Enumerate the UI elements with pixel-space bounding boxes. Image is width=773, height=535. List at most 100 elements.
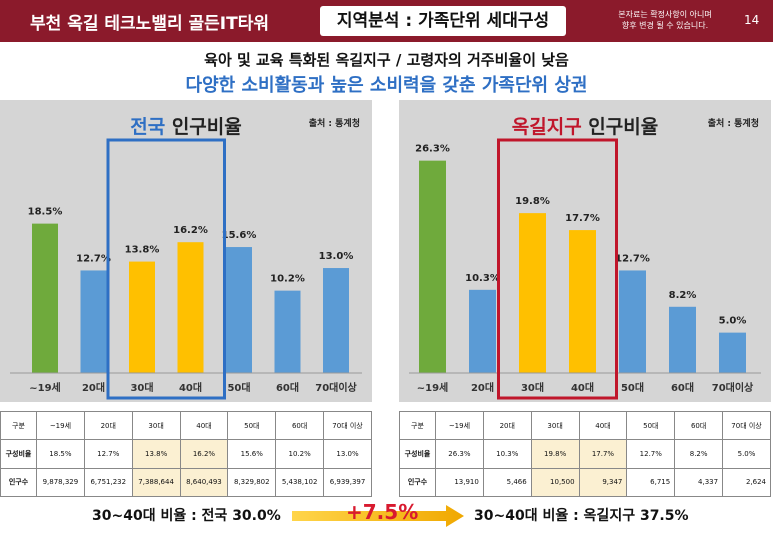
table-cell: 2,624 — [722, 467, 771, 498]
okgil-chart: 26.3% ~19세 10.3% 20대 19.8% 30대 17.7% 40대 12.7% 50… — [399, 100, 771, 402]
okgil-category-label-2: 30대 — [521, 381, 544, 394]
okgil-category-label-1: 20대 — [471, 381, 494, 394]
table-header-cell: 20대 — [83, 410, 133, 441]
project-title: 부천 옥길 테크노밸리 골든IT타워 — [30, 14, 269, 34]
table-cell: 5.0% — [722, 439, 771, 469]
okgil-highlight-frame — [497, 138, 618, 400]
table-header-cell: 30대 — [530, 410, 580, 441]
okgil-data-table: 구분 ~19세 20대 30대 40대 50대 60대 70대 이상 구성비율 … — [399, 410, 771, 498]
table-header-cell: 30대 — [131, 410, 181, 441]
okgil-category-label-0: ~19세 — [417, 381, 449, 394]
table-row-population: 인구수 9,878,329 6,751,232 7,388,644 8,640,… — [0, 467, 372, 498]
table-cell: 6,939,397 — [323, 467, 372, 498]
row-label: 구성비율 — [399, 439, 436, 469]
table-cell: 13.0% — [323, 439, 372, 469]
disclaimer-note: 본자료는 확정사항이 아니며 향후 변경 될 수 있습니다. — [600, 9, 730, 31]
subtitle-headline: 다양한 소비활동과 높은 소비력을 갖춘 가족단위 상권 — [185, 75, 588, 96]
table-header-cell: 50대 — [626, 410, 676, 441]
table-header-cell: 40대 — [179, 410, 229, 441]
table-header-cell: 70대 이상 — [323, 410, 372, 441]
okgil-bar-4 — [619, 270, 646, 373]
table-cell: 9,347 — [578, 467, 628, 498]
header-bar: 부천 옥길 테크노밸리 골든IT타워 지역분석 : 가족단위 세대구성 본자료는… — [0, 0, 773, 42]
national-category-label-0: ~19세 — [29, 381, 61, 394]
okgil-data-label-0: 26.3% — [415, 144, 450, 155]
table-header-cell: ~19세 — [435, 410, 484, 441]
okgil-chart-title: 옥길지구 인구비율 — [399, 112, 771, 139]
national-bar-6 — [323, 268, 349, 373]
national-category-label-2: 30대 — [130, 381, 153, 394]
okgil-data-label-2: 19.8% — [515, 196, 550, 207]
okgil-chart-svg: 26.3% ~19세 10.3% 20대 19.8% 30대 17.7% 40대 12.7% 50… — [409, 138, 761, 400]
okgil-bar-3 — [569, 230, 596, 373]
table-cell: 13,910 — [435, 467, 484, 498]
table-header-row: 구분 ~19세 20대 30대 40대 50대 60대 70대 이상 — [399, 410, 771, 441]
okgil-data-label-1: 10.3% — [465, 273, 500, 284]
okgil-category-label-4: 50대 — [621, 381, 644, 394]
table-header-cell: 구분 — [399, 410, 436, 441]
disclaimer-line-2: 향후 변경 될 수 있습니다. — [621, 21, 709, 30]
table-cell: 13.8% — [131, 439, 181, 469]
okgil-bar-2 — [519, 213, 546, 373]
table-cell: 8,329,802 — [227, 467, 277, 498]
table-cell: 9,878,329 — [36, 467, 85, 498]
okgil-category-label-5: 60대 — [671, 381, 694, 394]
national-highlight-frame — [106, 138, 226, 400]
national-chart-source: 출처 : 통계청 — [308, 119, 360, 129]
national-data-label-6: 13.0% — [319, 251, 354, 262]
okgil-category-label-6: 70대이상 — [712, 381, 754, 394]
table-row-ratio: 구성비율 26.3% 10.3% 19.8% 17.7% 12.7% 8.2% … — [399, 439, 771, 469]
disclaimer-line-1: 본자료는 확정사항이 아니며 — [618, 10, 712, 19]
table-cell: 19.8% — [530, 439, 580, 469]
okgil-chart-title-highlight: 옥길지구 — [511, 116, 582, 138]
national-chart-title-rest: 인구비율 — [165, 116, 242, 138]
national-chart-svg: 18.5% ~19세 12.7% 20대 13.8% 30대 16.2% 40대 15.6% 50… — [10, 138, 362, 400]
national-data-label-3: 16.2% — [173, 225, 208, 236]
table-header-row: 구분 ~19세 20대 30대 40대 50대 60대 70대 이상 — [0, 410, 372, 441]
okgil-bar-5 — [669, 306, 696, 373]
okgil-data-label-4: 12.7% — [615, 253, 650, 264]
national-data-label-4: 15.6% — [222, 230, 257, 241]
okgil-chart-source: 출처 : 통계청 — [707, 119, 759, 129]
row-label: 인구수 — [399, 467, 436, 498]
national-category-label-5: 60대 — [276, 381, 299, 394]
table-header-cell: 70대 이상 — [722, 410, 771, 441]
national-bar-2 — [129, 261, 155, 373]
national-bar-3 — [177, 242, 204, 373]
table-cell: 10.3% — [482, 439, 532, 469]
ratio-difference: +7.5% — [346, 500, 419, 524]
table-cell: 10,500 — [530, 467, 580, 498]
row-label: 인구수 — [0, 467, 37, 498]
national-data-table: 구분 ~19세 20대 30대 40대 50대 60대 70대 이상 구성비율 … — [0, 410, 372, 498]
national-data-label-5: 10.2% — [270, 274, 305, 285]
national-chart-title: 전국 인구비율 — [0, 112, 372, 139]
table-header-cell: 40대 — [578, 410, 628, 441]
national-category-label-1: 20대 — [82, 381, 105, 394]
table-header-cell: 구분 — [0, 410, 37, 441]
table-cell: 6,751,232 — [83, 467, 133, 498]
right-arrow-icon — [292, 505, 464, 527]
subtitle-primary: 육아 및 교육 특화된 옥길지구 / 고령자의 거주비율이 낮음 — [204, 51, 569, 69]
national-ratio-summary: 30~40대 비율 : 전국 30.0% — [92, 508, 281, 524]
national-bar-1 — [80, 270, 107, 373]
table-cell: 6,715 — [626, 467, 676, 498]
national-bar-0 — [32, 223, 58, 373]
table-cell: 7,388,644 — [131, 467, 181, 498]
table-row-population: 인구수 13,910 5,466 10,500 9,347 6,715 4,33… — [399, 467, 771, 498]
table-cell: 10.2% — [275, 439, 325, 469]
table-cell: 12.7% — [626, 439, 676, 469]
page-number: 14 — [744, 13, 760, 27]
okgil-data-label-6: 5.0% — [719, 316, 747, 327]
table-cell: 8,640,493 — [179, 467, 229, 498]
table-header-cell: 60대 — [674, 410, 724, 441]
national-category-label-4: 50대 — [227, 381, 250, 394]
okgil-bar-1 — [469, 289, 496, 373]
okgil-data-label-3: 17.7% — [565, 213, 600, 224]
table-header-cell: ~19세 — [36, 410, 85, 441]
table-cell: 17.7% — [578, 439, 628, 469]
table-header-cell: 50대 — [227, 410, 277, 441]
okgil-chart-title-rest: 인구비율 — [581, 116, 659, 138]
table-cell: 26.3% — [435, 439, 484, 469]
okgil-bar-6 — [719, 332, 746, 373]
table-cell: 12.7% — [83, 439, 133, 469]
